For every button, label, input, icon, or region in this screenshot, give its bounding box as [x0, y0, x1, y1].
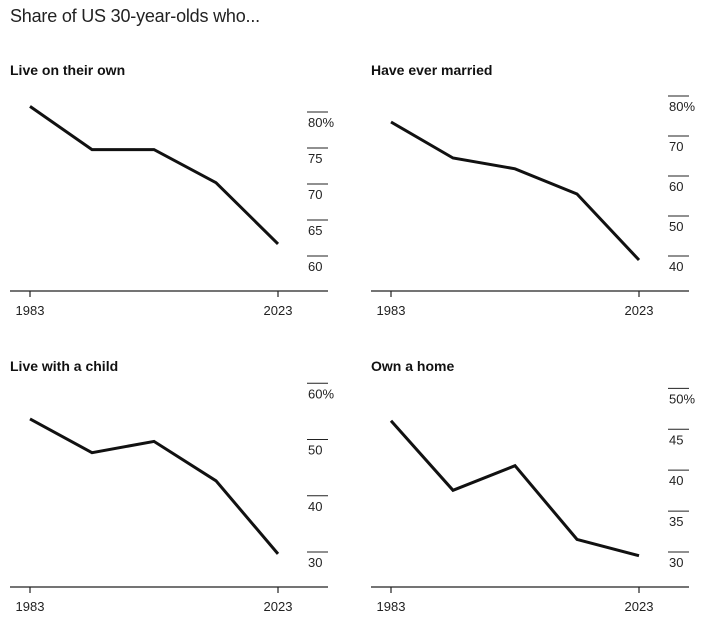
data-point [91, 148, 94, 151]
data-point [576, 538, 579, 541]
y-tick-label: 50 [669, 219, 683, 234]
y-tick-label: 80% [308, 115, 334, 130]
chart-have-ever-married: 40 50 60 70 80% 1983 2023 [371, 95, 695, 318]
data-point [29, 105, 32, 108]
chart-panel-own-a-home: Own a home 30 35 40 45 50% 1983 2023 [371, 358, 716, 628]
chart-title: Have ever married [371, 62, 493, 78]
data-point [638, 259, 641, 262]
y-tick-label: 75 [308, 151, 322, 166]
data-point [277, 552, 280, 555]
y-tick-label: 60 [308, 259, 322, 274]
chart-own-a-home: 30 35 40 45 50% 1983 2023 [371, 387, 695, 614]
page-title: Share of US 30-year-olds who... [10, 6, 260, 26]
series-line [389, 419, 640, 558]
y-tick-label: 45 [669, 432, 683, 447]
x-tick-label: 1983 [377, 303, 406, 318]
data-point [215, 479, 218, 482]
data-point [91, 451, 94, 454]
data-point [29, 417, 32, 420]
y-tick-label: 40 [669, 473, 683, 488]
data-point [390, 419, 393, 422]
y-tick-label: 30 [308, 555, 322, 570]
y-tick-label: 35 [669, 514, 683, 529]
x-tick-label: 2023 [264, 303, 293, 318]
data-point [277, 242, 280, 245]
y-tick-label: 80% [669, 99, 695, 114]
y-tick-label: 40 [308, 499, 322, 514]
y-tick-label: 70 [308, 187, 322, 202]
y-tick-label: 60% [308, 386, 334, 401]
x-tick-label: 1983 [377, 599, 406, 614]
chart-panel-have-ever-married: Have ever married 40 50 60 70 80% 1983 2023 [371, 62, 716, 332]
data-point [514, 167, 517, 170]
chart-title: Live with a child [10, 358, 119, 374]
chart-title: Live on their own [10, 62, 126, 78]
x-tick-label: 2023 [625, 303, 654, 318]
data-point [638, 554, 641, 557]
series-line [29, 105, 280, 245]
y-tick-label: 70 [669, 139, 683, 154]
series-line [390, 120, 641, 262]
x-tick-label: 2023 [264, 599, 293, 614]
y-tick-label: 40 [669, 259, 683, 274]
chart-title: Own a home [371, 358, 455, 374]
chart-panel-live-on-their-own: Live on their own 60 65 70 75 80% 1983 2023 [10, 62, 355, 332]
y-tick-label: 50 [308, 443, 322, 458]
y-tick-label: 50% [669, 391, 695, 406]
data-point [153, 440, 156, 443]
series-line [29, 417, 280, 555]
data-point [514, 464, 517, 467]
chart-live-with-a-child: 30 40 50 60% 1983 2023 [10, 382, 334, 614]
y-tick-label: 30 [669, 555, 683, 570]
data-point [452, 157, 455, 160]
chart-panel-live-with-a-child: Live with a child 30 40 50 60% 1983 2023 [10, 358, 355, 628]
data-point [153, 148, 156, 151]
x-tick-label: 1983 [16, 599, 45, 614]
x-tick-label: 1983 [16, 303, 45, 318]
data-point [215, 181, 218, 184]
y-tick-label: 65 [308, 223, 322, 238]
y-tick-label: 60 [669, 179, 683, 194]
data-point [390, 121, 393, 124]
chart-live-on-their-own: 60 65 70 75 80% 1983 2023 [10, 105, 334, 318]
data-point [452, 489, 455, 492]
x-tick-label: 2023 [625, 599, 654, 614]
data-point [576, 193, 579, 196]
